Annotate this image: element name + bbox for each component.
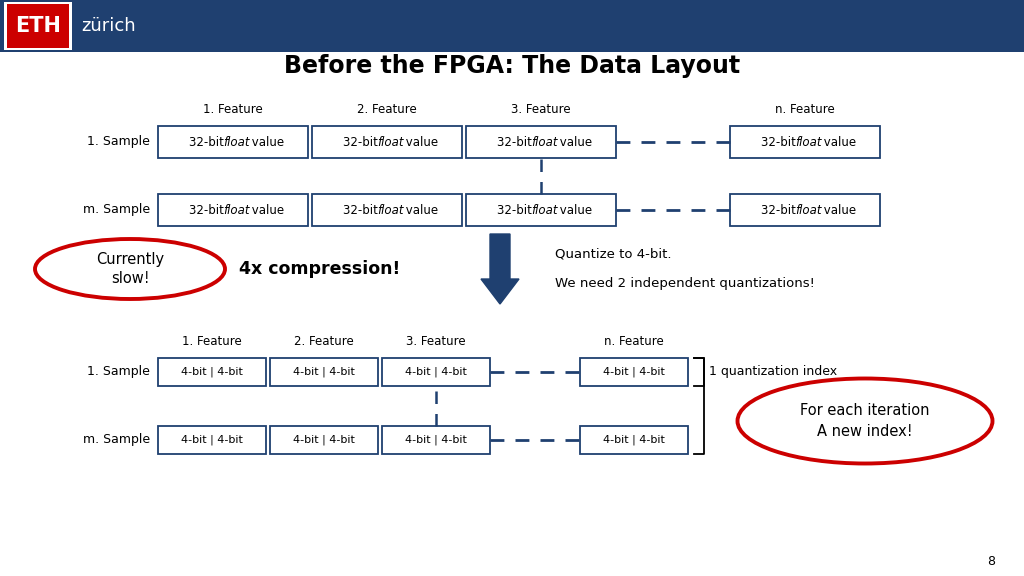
FancyArrow shape [481,234,519,304]
Bar [270,358,378,386]
Bar [270,426,378,454]
Bar [466,126,616,158]
Text: For each iteration
A new index!: For each iteration A new index! [800,403,930,439]
Bar [7,4,69,48]
Text: 1. Feature: 1. Feature [203,103,263,116]
Text: float: float [377,135,403,149]
Bar [382,358,490,386]
Text: float: float [796,135,821,149]
Bar [158,194,308,226]
Text: 1 quantization index: 1 quantization index [709,366,838,378]
Ellipse shape [35,239,225,299]
Bar [580,358,688,386]
Text: value: value [248,135,284,149]
Text: m. Sample: m. Sample [83,434,150,446]
Text: value: value [401,203,438,217]
Text: value: value [248,203,284,217]
Text: float: float [531,135,558,149]
Text: 32-bit: 32-bit [761,135,800,149]
Bar [312,126,462,158]
Text: 4-bit | 4-bit: 4-bit | 4-bit [293,435,355,445]
Text: 4-bit | 4-bit: 4-bit | 4-bit [406,435,467,445]
Bar [158,426,266,454]
Text: 4-bit | 4-bit: 4-bit | 4-bit [293,367,355,377]
Text: 32-bit: 32-bit [761,203,800,217]
Bar [158,126,308,158]
Text: 8: 8 [987,555,995,568]
Bar [382,426,490,454]
Bar [158,358,266,386]
Text: float: float [377,203,403,217]
Text: 3. Feature: 3. Feature [407,335,466,348]
Bar [730,194,880,226]
Text: value: value [556,135,592,149]
Text: 1. Feature: 1. Feature [182,335,242,348]
Text: 4-bit | 4-bit: 4-bit | 4-bit [181,435,243,445]
Bar [4,2,72,50]
Text: 4-bit | 4-bit: 4-bit | 4-bit [406,367,467,377]
Bar [466,194,616,226]
Text: 1. Sample: 1. Sample [87,135,150,149]
Text: value: value [820,203,856,217]
Text: ETH: ETH [15,16,61,36]
Text: 4-bit | 4-bit: 4-bit | 4-bit [181,367,243,377]
Text: 32-bit: 32-bit [188,203,227,217]
Text: 4-bit | 4-bit: 4-bit | 4-bit [603,435,665,445]
Text: 2. Feature: 2. Feature [357,103,417,116]
Text: n. Feature: n. Feature [604,335,664,348]
Text: 32-bit: 32-bit [497,135,536,149]
Text: We need 2 independent quantizations!: We need 2 independent quantizations! [555,277,815,290]
Text: Before the FPGA: The Data Layout: Before the FPGA: The Data Layout [284,54,740,78]
Text: 32-bit: 32-bit [188,135,227,149]
Text: m. Sample: m. Sample [83,203,150,217]
Text: 2. Feature: 2. Feature [294,335,354,348]
Text: 32-bit: 32-bit [343,135,381,149]
Text: Quantize to 4-bit.: Quantize to 4-bit. [555,248,672,261]
Text: Currently
slow!: Currently slow! [96,252,164,286]
Text: n. Feature: n. Feature [775,103,835,116]
Text: 3. Feature: 3. Feature [511,103,570,116]
Text: value: value [401,135,438,149]
Text: 32-bit: 32-bit [497,203,536,217]
Ellipse shape [737,378,992,464]
Bar [312,194,462,226]
Bar [730,126,880,158]
Text: zürich: zürich [81,17,135,35]
Text: 32-bit: 32-bit [343,203,381,217]
Text: value: value [556,203,592,217]
Text: 4-bit | 4-bit: 4-bit | 4-bit [603,367,665,377]
Text: float: float [531,203,558,217]
Text: float: float [223,135,250,149]
Bar [0,0,1024,52]
Text: value: value [820,135,856,149]
Text: 1. Sample: 1. Sample [87,366,150,378]
Text: 4x compression!: 4x compression! [240,260,400,278]
Text: float: float [796,203,821,217]
Bar [580,426,688,454]
Text: float: float [223,203,250,217]
